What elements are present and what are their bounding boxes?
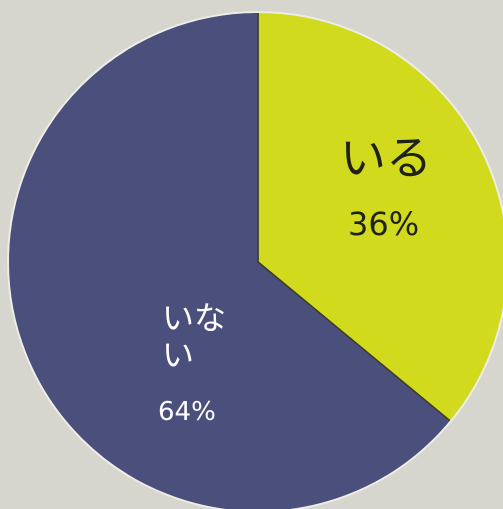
pie-outline — [7, 11, 503, 509]
slice-label: いない — [162, 299, 227, 374]
slice-value-label: 36% — [348, 205, 420, 243]
slice-value-label: 64% — [158, 397, 216, 427]
slice-label: いる — [340, 131, 432, 185]
